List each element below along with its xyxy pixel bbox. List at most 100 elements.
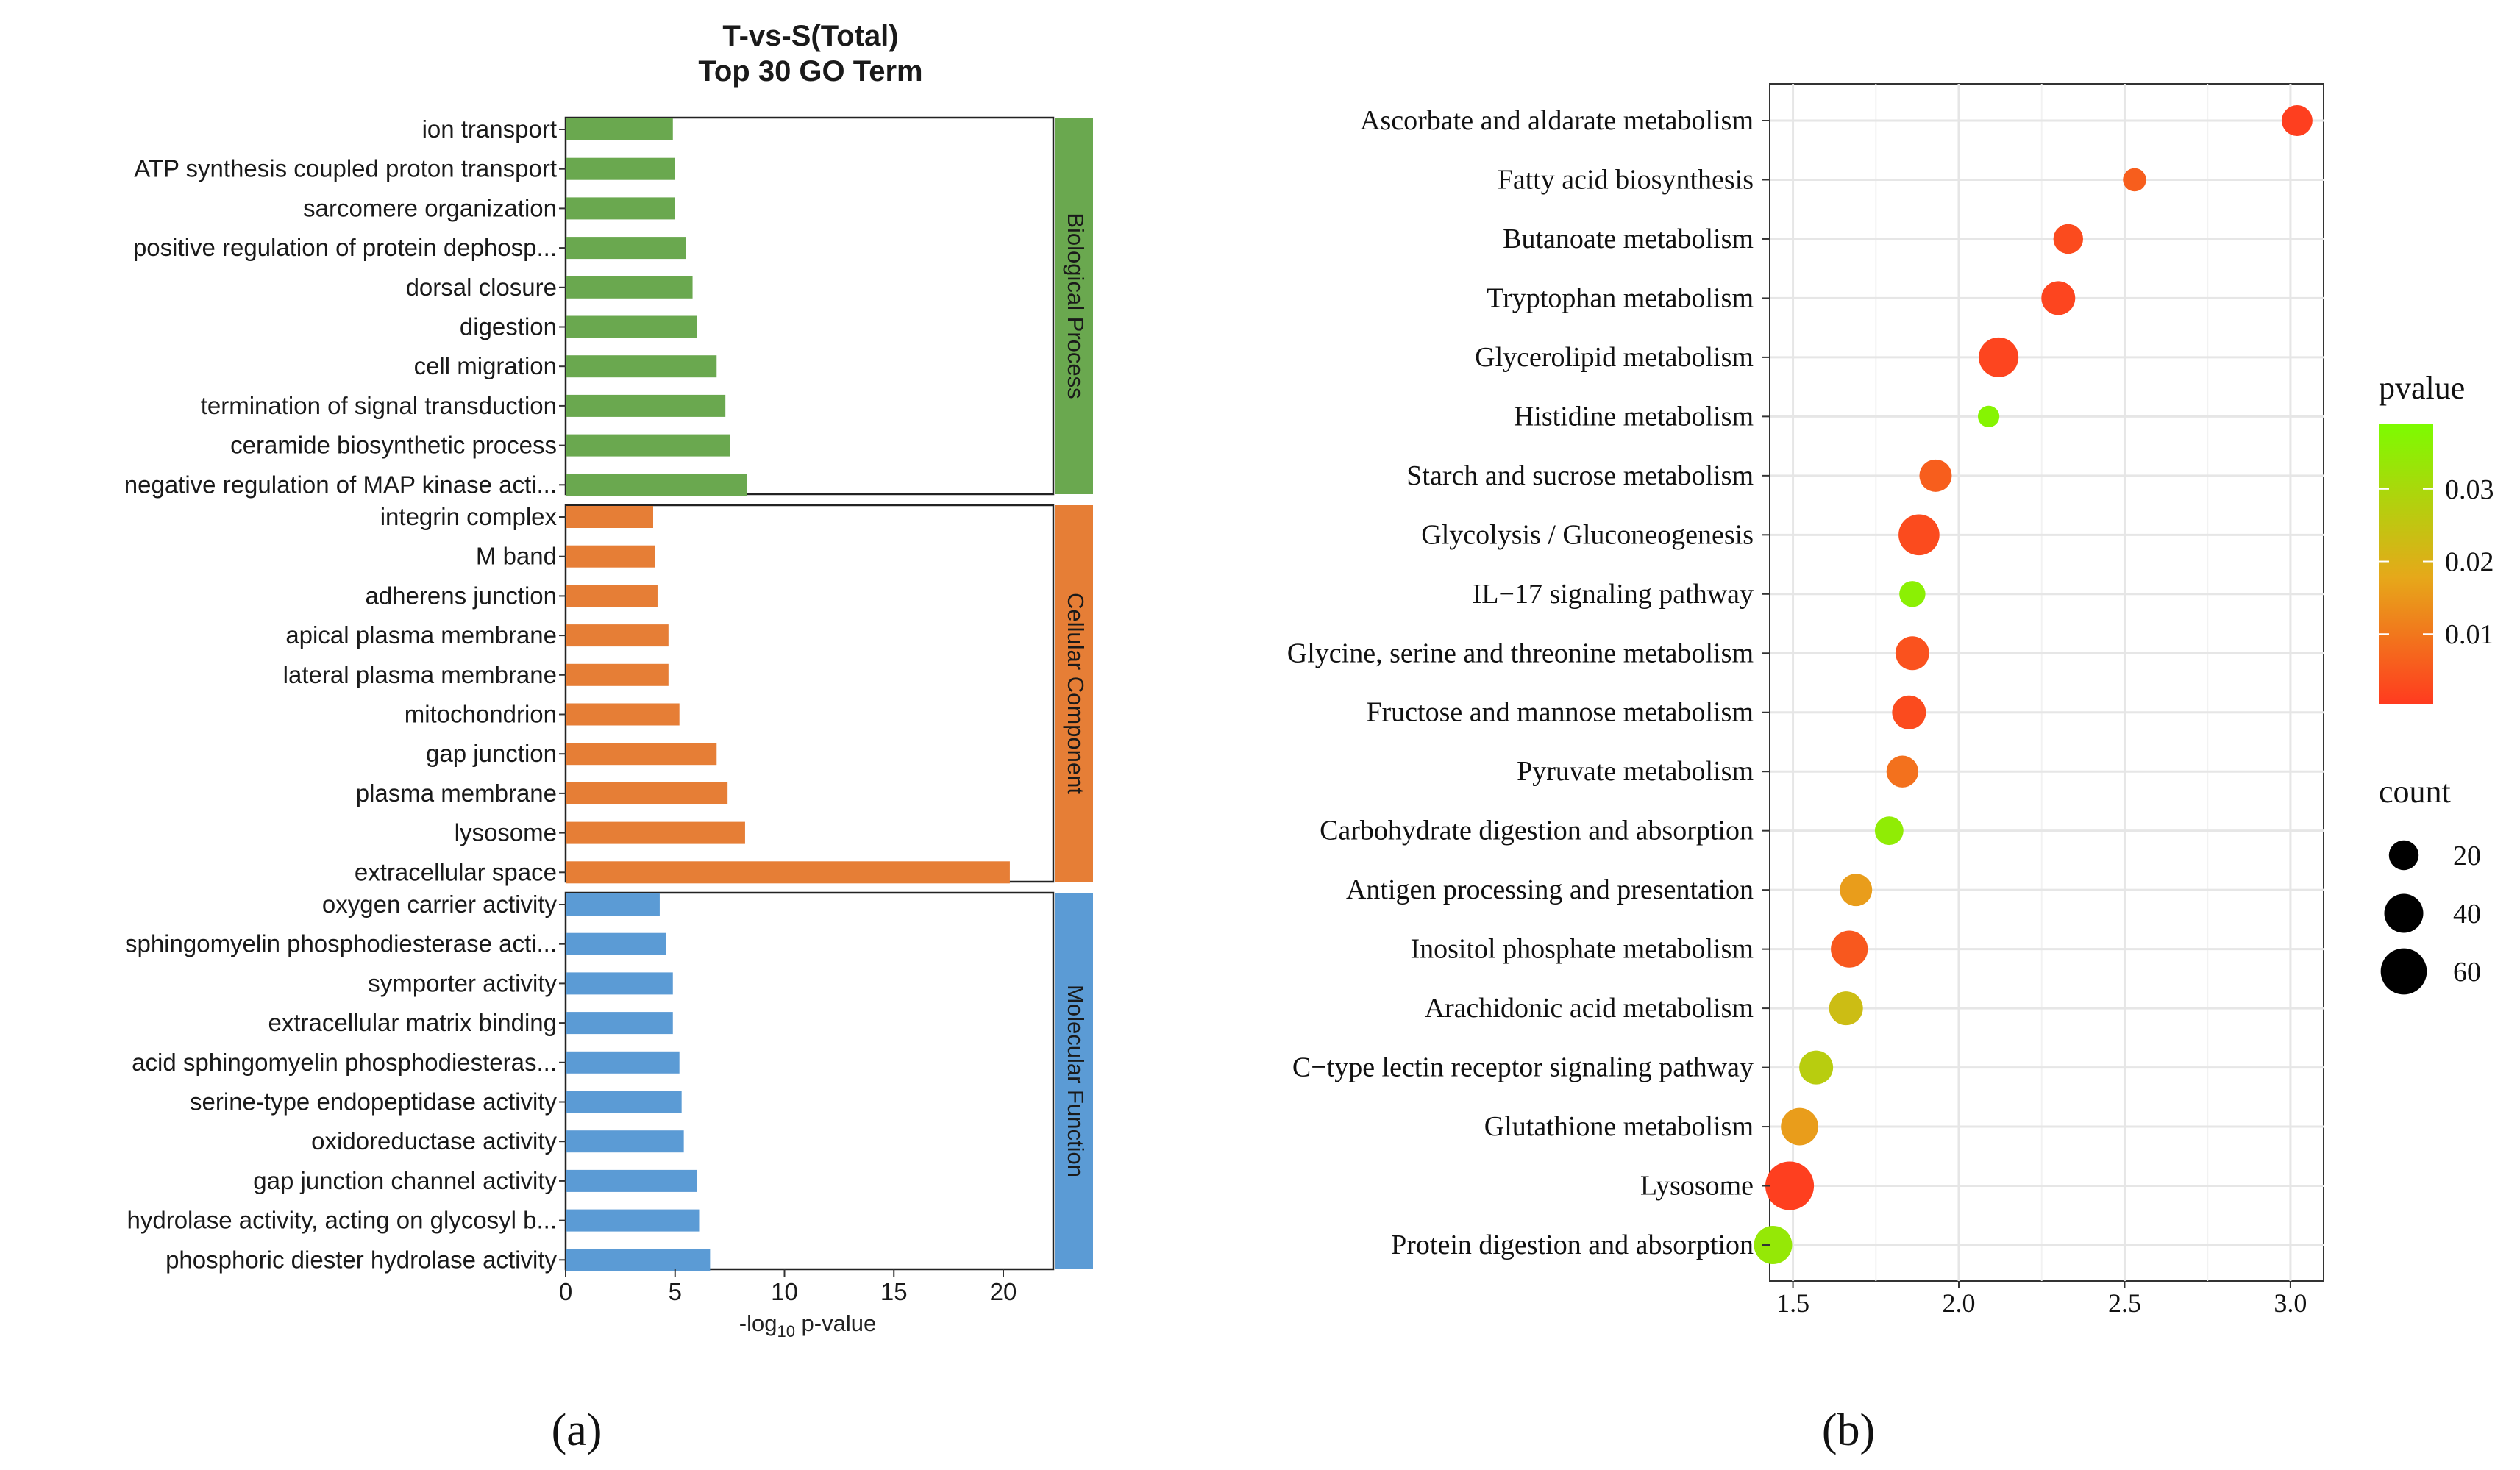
y-tick-label: gap junction channel activity bbox=[253, 1167, 557, 1194]
y-tick-label: mitochondrion bbox=[405, 701, 557, 728]
bubble bbox=[1754, 1226, 1793, 1264]
bubble bbox=[1874, 816, 1904, 846]
bubble bbox=[2053, 224, 2084, 254]
kegg-bubble-chart: Ascorbate and aldarate metabolism Fatty a… bbox=[1287, 83, 2494, 1455]
y-tick-label: Tryptophan metabolism bbox=[1487, 282, 1754, 313]
y-tick-label: Histidine metabolism bbox=[1514, 401, 1754, 432]
bubbles bbox=[1754, 105, 2313, 1264]
y-tick-label: integrin complex bbox=[380, 503, 558, 530]
count-legend-title: count bbox=[2379, 774, 2451, 810]
bubble bbox=[1840, 874, 1873, 907]
y-tick-label: extracellular matrix binding bbox=[268, 1009, 557, 1036]
bubble bbox=[1781, 1107, 1818, 1146]
y-tick-label: acid sphingomyelin phosphodiesteras... bbox=[132, 1049, 557, 1076]
bar bbox=[566, 474, 747, 496]
y-tick-label: C−type lectin receptor signaling pathway bbox=[1292, 1052, 1754, 1083]
bar bbox=[566, 1051, 680, 1074]
bubble bbox=[1829, 991, 1863, 1026]
y-tick-label: oxidoreductase activity bbox=[311, 1127, 557, 1155]
y-tick-label: Pyruvate metabolism bbox=[1517, 756, 1754, 787]
size-legend-dot bbox=[2384, 893, 2424, 933]
y-tick-label: extracellular space bbox=[355, 858, 557, 885]
y-tick-label: IL−17 signaling pathway bbox=[1473, 579, 1754, 610]
bubble bbox=[1765, 1161, 1815, 1210]
x-tick-label: 10 bbox=[771, 1278, 798, 1305]
pvalue-legend-title: pvalue bbox=[2379, 370, 2465, 406]
bar bbox=[566, 1130, 684, 1153]
y-tick-label: Glutathione metabolism bbox=[1484, 1111, 1754, 1142]
size-legend-label: 20 bbox=[2453, 841, 2481, 871]
x-axis: 1.5 2.0 2.5 3.0 bbox=[1776, 1281, 2307, 1318]
bubble bbox=[2041, 281, 2076, 315]
y-tick-label: Fatty acid biosynthesis bbox=[1498, 164, 1754, 195]
size-legend-label: 40 bbox=[2453, 899, 2481, 930]
bar bbox=[566, 315, 697, 338]
bubble bbox=[1799, 1050, 1834, 1085]
bar bbox=[566, 197, 675, 220]
bubble bbox=[1919, 459, 1952, 492]
bubble bbox=[1898, 514, 1940, 556]
facet-strip bbox=[1055, 118, 1093, 494]
legend: pvalue 0.03 0.02 0.01 count 20 40 60 bbox=[2379, 370, 2494, 995]
x-tick-label: 5 bbox=[669, 1278, 682, 1305]
size-legend-label: 60 bbox=[2453, 957, 2481, 988]
bar bbox=[566, 585, 658, 607]
bar bbox=[566, 545, 655, 568]
y-tick-label: plasma membrane bbox=[356, 779, 557, 807]
group-panel-frame bbox=[564, 116, 1055, 496]
bar bbox=[566, 703, 680, 726]
bar-groups: ion transport ATP synthesis coupled proto… bbox=[124, 115, 1093, 1273]
y-tick-label: negative regulation of MAP kinase acti..… bbox=[124, 471, 557, 498]
bar bbox=[566, 1209, 700, 1232]
bar bbox=[566, 663, 669, 686]
y-tick-label: sarcomere organization bbox=[303, 194, 557, 221]
y-tick-label: Inositol phosphate metabolism bbox=[1410, 934, 1754, 965]
bar-group: oxygen carrier activity sphingomyelin pho… bbox=[125, 891, 1093, 1273]
y-tick-label: phosphoric diester hydrolase activity bbox=[165, 1246, 557, 1273]
caption-b: (b) bbox=[1822, 1405, 1875, 1455]
y-tick-label: lateral plasma membrane bbox=[283, 661, 557, 688]
colorbar-tick-label: 0.02 bbox=[2445, 547, 2494, 578]
group-panel-frame bbox=[564, 504, 1055, 883]
bubble bbox=[1892, 695, 1926, 729]
facet-strip-label: Molecular Function bbox=[1063, 985, 1089, 1177]
x-axis: 0 5 10 15 20 bbox=[559, 1269, 1017, 1305]
bubble bbox=[2123, 168, 2146, 192]
bar bbox=[566, 932, 666, 955]
bar bbox=[566, 624, 669, 647]
x-tick-label: 2.5 bbox=[2108, 1288, 2141, 1318]
colorbar-tick-label: 0.03 bbox=[2445, 474, 2494, 505]
y-tick-label: ion transport bbox=[422, 115, 557, 143]
y-tick-label: adherens junction bbox=[365, 582, 557, 609]
bar bbox=[566, 276, 693, 299]
bar bbox=[566, 1249, 711, 1271]
bar bbox=[566, 434, 730, 457]
x-tick-label: 1.5 bbox=[1776, 1288, 1809, 1318]
y-tick-label: Glycolysis / Gluconeogenesis bbox=[1421, 519, 1754, 550]
bar-group: integrin complex M band adherens junction a… bbox=[283, 503, 1093, 885]
pvalue-colorbar bbox=[2379, 424, 2433, 704]
bar bbox=[566, 821, 745, 844]
y-tick-label: Glycine, serine and threonine metabolism bbox=[1287, 638, 1754, 668]
bar bbox=[566, 782, 728, 804]
go-bar-chart: T-vs-S(Total) Top 30 GO Term ion transpo… bbox=[124, 20, 1093, 1455]
chart-a-title-line1: T-vs-S(Total) bbox=[722, 20, 898, 52]
bubble bbox=[1899, 581, 1926, 607]
facet-strip bbox=[1055, 505, 1093, 882]
bar bbox=[566, 1169, 697, 1192]
bar bbox=[566, 118, 673, 140]
bar bbox=[566, 1091, 682, 1113]
y-tick-label: symporter activity bbox=[368, 969, 557, 996]
caption-a: (a) bbox=[552, 1405, 602, 1455]
y-tick-label: sphingomyelin phosphodiesterase acti... bbox=[125, 930, 557, 957]
bubble bbox=[2281, 105, 2313, 136]
colorbar-tick-label: 0.01 bbox=[2445, 619, 2494, 650]
count-size-legend: 20 40 60 bbox=[2380, 840, 2481, 995]
bar bbox=[566, 394, 726, 417]
y-tick-label: Starch and sucrose metabolism bbox=[1406, 460, 1754, 491]
bubble bbox=[1831, 930, 1868, 968]
x-tick-label: 3.0 bbox=[2274, 1288, 2307, 1318]
y-axis: Ascorbate and aldarate metabolism Fatty a… bbox=[1287, 105, 1770, 1260]
y-tick-label: M band bbox=[476, 543, 557, 570]
